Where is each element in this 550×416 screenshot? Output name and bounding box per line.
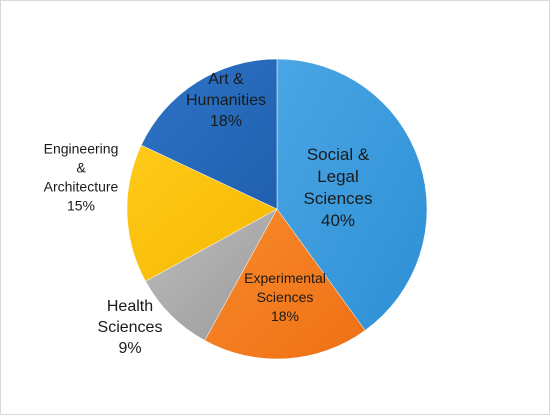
slice-name-line: & [76,160,86,176]
slice-name-line: Experimental [244,270,326,286]
pie-slice-health-sciences [145,208,278,341]
slice-label-experimental-sciences: Experimental Sciences 18% [244,270,326,324]
pie-slice-experimental-sciences [204,208,366,360]
slice-name-line: Health [107,298,153,315]
pie-slice-engineering-architecture [126,144,278,282]
slice-name-line: Humanities [186,92,266,109]
slice-name-line: Architecture [44,179,119,195]
slice-label-health-sciences: Health Sciences 9% [98,298,163,357]
slice-name-line: Legal [317,167,359,186]
pie-slice-art-humanities [140,58,278,210]
slice-name-line: Sciences [304,189,373,208]
slice-label-social-legal-sciences: Social & Legal Sciences 40% [304,145,373,230]
slice-percent-experimental-sciences: 18% [271,308,299,324]
slice-name-line: Sciences [98,319,163,336]
slice-name-line: Sciences [257,289,314,305]
slice-percent-social-legal-sciences: 40% [321,211,355,230]
slice-percent-art-humanities: 18% [210,113,242,130]
pie-labels: Social & Legal Sciences 40% Experimental Scie… [44,71,373,357]
slice-name-line: Art & [208,71,244,88]
pie-slices [126,58,428,360]
slice-name-line: Engineering [44,141,119,157]
slice-name-line: Social & [307,145,370,164]
slice-label-engineering-architecture: Engineering & Architecture 15% [44,141,119,214]
slice-label-art-humanities: Art & Humanities 18% [186,71,266,130]
pie-slice-social-legal-sciences [276,58,428,331]
slice-percent-health-sciences: 9% [118,340,141,357]
slice-percent-engineering-architecture: 15% [67,198,95,214]
